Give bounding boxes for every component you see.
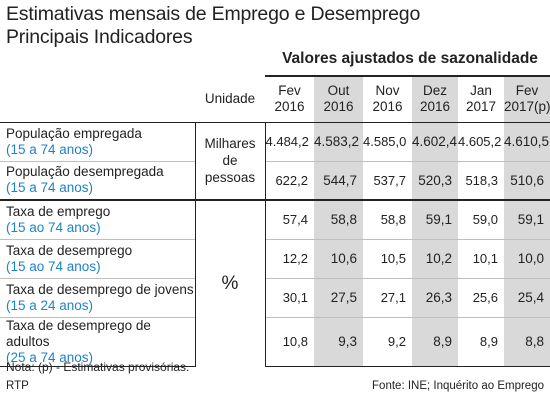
header-row: Unidade Fev 2016 Out 2016 Nov 2016 Dez 2016 … — [0, 75, 550, 122]
value-cell: 4.605,2 — [458, 121, 504, 161]
value-cell: 10,0 — [504, 238, 550, 278]
row-label: Taxa de desemprego de adultos (25 a 74 an… — [0, 316, 195, 367]
column-header: Jan 2017 — [458, 75, 504, 122]
value-cell: 4.585,0 — [363, 121, 412, 161]
value-cell: 4.583,2 — [314, 121, 363, 161]
footnote: Nota: (p) - Estimativas provisórias. — [6, 360, 190, 374]
value-cell: 10,5 — [363, 238, 412, 278]
value-cell: 57,4 — [265, 199, 314, 239]
value-cell: 25,4 — [504, 277, 550, 317]
table-row: População empregada (15 a 74 anos) Milhar… — [0, 121, 550, 200]
table-subtitle: Valores ajustados de sazonalidade — [282, 50, 538, 67]
value-cell: 12,2 — [265, 238, 314, 278]
table-row: População desempregada (15 a 74 anos) 622… — [0, 160, 550, 200]
value-cell: 10,1 — [458, 238, 504, 278]
header-blank — [0, 76, 195, 122]
value-cell: 58,8 — [363, 199, 412, 239]
unit-cell: % — [194, 199, 266, 366]
unit-header: Unidade — [204, 90, 256, 106]
value-cell: 26,3 — [412, 277, 458, 317]
value-cell: 4.602,4 — [412, 121, 458, 161]
value-cell: 59,0 — [458, 199, 504, 239]
unit-cell: Milhares de pessoas — [194, 121, 266, 200]
table-row: Taxa de emprego (15 ao 74 anos) % 57,4 58… — [0, 199, 550, 366]
value-cell: 59,1 — [412, 199, 458, 239]
table-row: Taxa de desemprego de jovens (15 a 24 ano… — [0, 277, 550, 317]
row-label: Taxa de desemprego de jovens (15 a 24 ano… — [0, 277, 195, 317]
row-label: População empregada (15 a 74 anos) — [0, 121, 195, 161]
value-cell: 10,2 — [412, 238, 458, 278]
column-header: Dez 2016 — [412, 75, 458, 122]
row-label: Taxa de desemprego (15 ao 74 anos) — [0, 238, 195, 278]
table-title: Estimativas mensais de Emprego e Desempr… — [6, 3, 546, 49]
column-header: Out 2016 — [314, 75, 363, 122]
value-cell: 10,8 — [265, 316, 314, 367]
value-cell: 8,9 — [458, 316, 504, 367]
credit-text: RTP — [6, 380, 29, 392]
value-cell: 58,8 — [314, 199, 363, 239]
value-cell: 8,8 — [504, 316, 550, 367]
value-cell: 537,7 — [363, 160, 412, 200]
value-cell: 30,1 — [265, 277, 314, 317]
value-cell: 518,3 — [458, 160, 504, 200]
column-header: Fev 2016 — [265, 75, 314, 122]
table-row: Taxa de desemprego (15 ao 74 anos) 12,2 1… — [0, 238, 550, 278]
value-cell: 4.484,2 — [265, 121, 314, 161]
row-label: População desempregada (15 a 74 anos) — [0, 160, 195, 200]
table-row: Taxa de desemprego de adultos (25 a 74 an… — [0, 316, 550, 367]
value-cell: 59,1 — [504, 199, 550, 239]
column-header: Fev 2017(p) — [504, 75, 550, 122]
source-text: Fonte: INE; Inquérito ao Emprego — [372, 380, 544, 392]
row-label: Taxa de emprego (15 ao 74 anos) — [0, 199, 195, 239]
value-cell: 510,6 — [504, 160, 550, 200]
title-line-1: Estimativas mensais de Emprego e Desempr… — [6, 3, 421, 25]
value-cell: 520,3 — [412, 160, 458, 200]
value-cell: 8,9 — [412, 316, 458, 367]
value-cell: 9,3 — [314, 316, 363, 367]
value-cell: 544,7 — [314, 160, 363, 200]
title-line-2: Principais Indicadores — [6, 26, 193, 48]
value-cell: 10,6 — [314, 238, 363, 278]
value-cell: 25,6 — [458, 277, 504, 317]
value-cell: 622,2 — [265, 160, 314, 200]
value-cell: 27,5 — [314, 277, 363, 317]
value-cell: 27,1 — [363, 277, 412, 317]
indicators-table: Unidade Fev 2016 Out 2016 Nov 2016 Dez 2016 … — [0, 75, 550, 367]
column-header: Nov 2016 — [363, 75, 412, 122]
value-cell: 9,2 — [363, 316, 412, 367]
value-cell: 4.610,5 — [504, 121, 550, 161]
